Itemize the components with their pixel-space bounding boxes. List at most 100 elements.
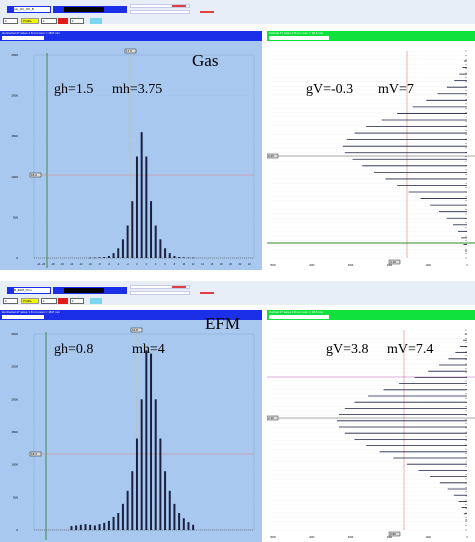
bar: [93, 525, 96, 530]
efm-right-tools[interactable]: [269, 315, 329, 319]
gas-red-indicator: [58, 18, 68, 24]
x-tick-label: 1000: [426, 264, 432, 267]
bar: [150, 353, 153, 530]
x-tick-label: -18: [51, 263, 55, 266]
efm-run-field[interactable]: B_EFM_Orm: [14, 288, 50, 293]
bar: [70, 526, 73, 530]
x-tick-label: 24: [248, 263, 251, 266]
efm-mode-box[interactable]: [21, 298, 39, 304]
x-tick-label: 2000: [387, 536, 393, 539]
y-tick-label: 0: [16, 528, 18, 532]
x-tick-label: 2: [146, 263, 148, 266]
efm-mode-label: Profile: [23, 299, 32, 303]
y-tick-label: 2500: [11, 365, 18, 369]
efm-horizontal-chart: 3000 2500 2000 1500 1000 500 0 15.8 18.3: [11, 327, 255, 540]
gas-value-c-box[interactable]: [70, 18, 84, 24]
bar: [131, 201, 134, 258]
x-tick-label: 10: [182, 263, 185, 266]
bar: [89, 257, 92, 259]
bar: [103, 522, 106, 530]
gas-left-header: [0, 31, 262, 41]
gas-value-b-box[interactable]: [41, 18, 57, 24]
gas-date-inner: [64, 7, 104, 12]
bar: [107, 255, 110, 258]
bar: [154, 225, 157, 258]
bar: [117, 513, 120, 530]
efm-date-inner: [64, 288, 104, 293]
x-tick-label: -16: [60, 263, 64, 266]
bottom-label: 3.90: [390, 532, 396, 536]
y-tick-label: 2000: [11, 94, 18, 98]
mean-label-box: [29, 172, 42, 178]
x-tick-label: 6: [164, 263, 166, 266]
bar: [112, 253, 115, 258]
peak-label: 17.3: [126, 49, 132, 53]
efm-value-a-box[interactable]: [3, 298, 18, 304]
efm-cyan-button[interactable]: [90, 298, 102, 304]
center-label: 2.10: [268, 416, 274, 420]
peak-label: 15.8: [132, 328, 138, 332]
mean-label-box: [29, 451, 42, 457]
x-tick-label: -4: [117, 263, 120, 266]
y-tick-label: 2000: [11, 397, 18, 401]
gas-right-title: Vertical 47 wires 1.8 mm sum = 18.8 mm: [269, 31, 324, 35]
gas-right-header: [267, 31, 475, 41]
efm-left-tools[interactable]: [2, 315, 44, 319]
bar: [140, 132, 143, 258]
bar: [182, 257, 185, 258]
gas-right-tools[interactable]: [269, 36, 329, 40]
x-tick-label: -10: [88, 263, 92, 266]
bar: [173, 503, 176, 530]
gas-run-field[interactable]: run_HV_OK_B: [14, 7, 50, 12]
efm-value-c-box[interactable]: [70, 298, 84, 304]
gas-left-tools[interactable]: [2, 36, 44, 40]
efm-status-top: [130, 285, 190, 289]
bar: [187, 522, 190, 530]
bar: [168, 253, 171, 258]
x-tick-label: 4: [155, 263, 157, 266]
gas-value-b: 1: [43, 19, 45, 23]
efm-time-box[interactable]: [105, 287, 127, 294]
gas-value-a-box[interactable]: [3, 18, 18, 24]
center-label-box: [267, 153, 279, 159]
bar: [154, 399, 157, 530]
gas-cyan-button[interactable]: [90, 18, 102, 24]
bar: [159, 239, 162, 258]
y-tick-label: 2500: [11, 53, 18, 57]
bar: [126, 490, 129, 530]
bar: [107, 520, 110, 530]
bar: [173, 255, 176, 258]
efm-status-red-top: [172, 286, 186, 288]
x-tick-label: 3000: [348, 264, 354, 267]
mean-label: 18.3: [31, 452, 37, 456]
bar: [98, 257, 101, 258]
efm-right-title: Vertical 47 wires 1.8 mm sum = 18.8 mm: [269, 310, 324, 314]
bar: [187, 257, 190, 259]
efm-value-b-box[interactable]: [41, 298, 57, 304]
bar: [150, 201, 153, 258]
efm-param-mh: mh=4: [132, 342, 165, 357]
efm-left-chart-bg: [0, 320, 262, 542]
x-tick-label: 1000: [426, 536, 432, 539]
gas-mode-box[interactable]: [21, 18, 39, 24]
gas-status-top: [130, 4, 190, 8]
efm-right-header: [267, 310, 475, 320]
efm-param-gh: gh=0.8: [54, 342, 94, 357]
bar: [126, 225, 129, 258]
y-tick-label: 3000: [11, 332, 18, 336]
bottom-label: 4.10: [390, 260, 396, 264]
y-tick-label: 0: [16, 256, 18, 260]
x-tick-label: 0: [466, 536, 468, 539]
bar: [182, 518, 185, 530]
bar: [112, 516, 115, 530]
efm-left-header: [0, 310, 262, 320]
center-label: 2.25: [268, 154, 274, 158]
x-tick-label: 0: [136, 263, 138, 266]
x-tick-label: 22: [239, 263, 242, 266]
mean-label: 18.4: [31, 173, 37, 177]
bar: [98, 524, 101, 530]
x-tick-label: 18: [220, 263, 223, 266]
gas-time-box[interactable]: [105, 6, 127, 13]
x-tick-label: 14: [201, 263, 204, 266]
